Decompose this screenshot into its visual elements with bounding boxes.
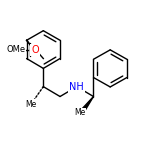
- Text: O: O: [31, 45, 39, 55]
- Text: Me: Me: [25, 100, 36, 109]
- Text: OMe: OMe: [6, 45, 26, 54]
- Text: Me: Me: [74, 108, 85, 117]
- Polygon shape: [81, 97, 93, 112]
- Text: NH: NH: [69, 82, 84, 92]
